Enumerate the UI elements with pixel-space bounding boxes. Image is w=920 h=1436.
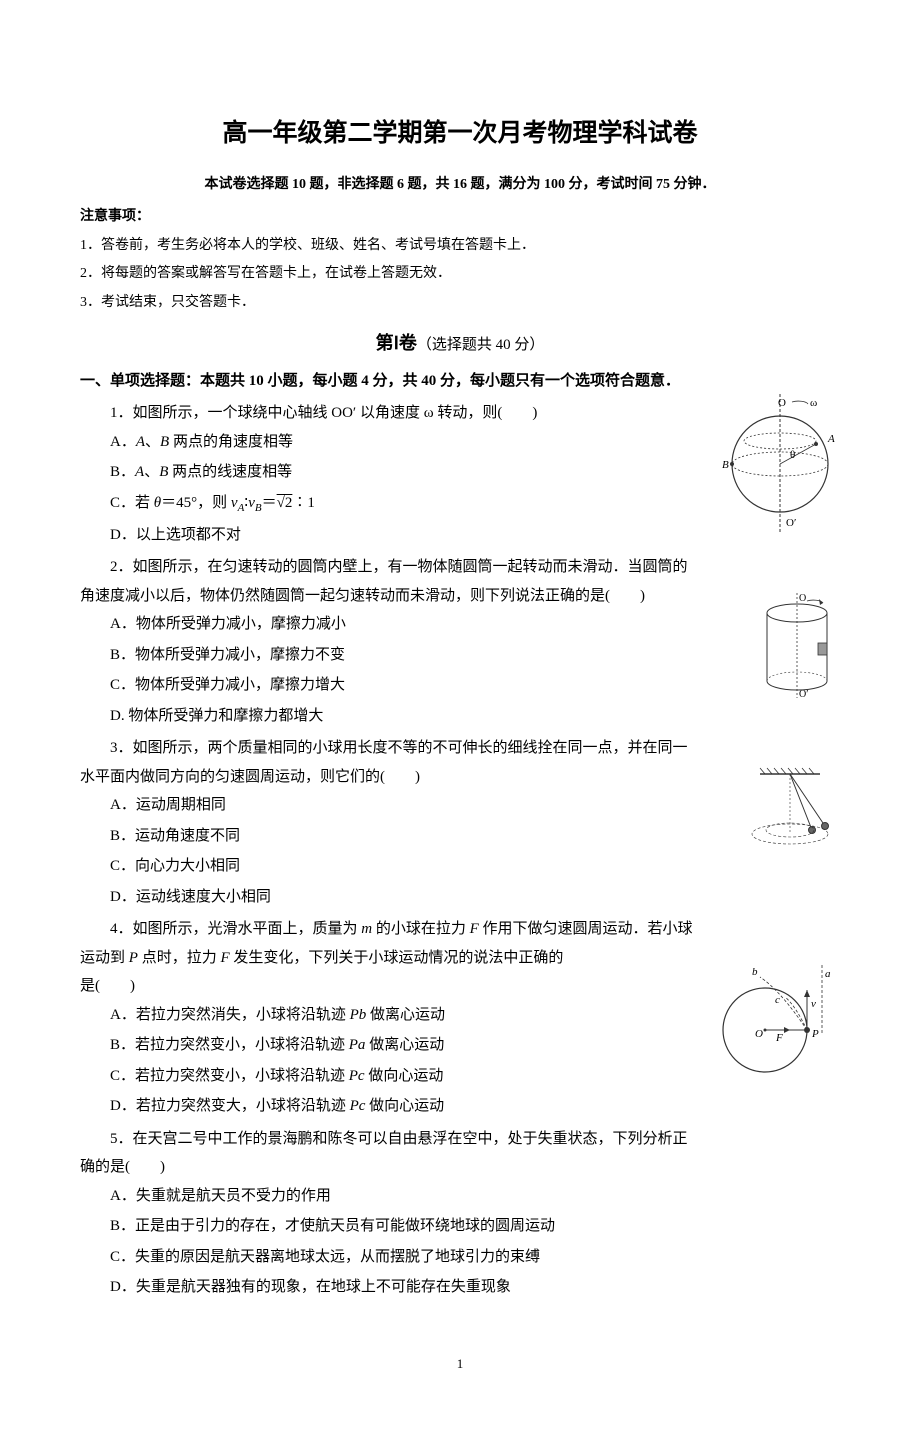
option-a: A．运动周期相同 bbox=[80, 791, 840, 820]
sphere-diagram-icon: O A B θ O′ ω bbox=[720, 394, 840, 534]
label-O2: O′ bbox=[786, 517, 796, 529]
option-d: D．失重是航天器独有的现象，在地球上不可能存在失重现象 bbox=[80, 1273, 840, 1302]
label-a: a bbox=[825, 968, 831, 980]
exam-subtitle: 本试卷选择题 10 题，非选择题 6 题，共 16 题，满分为 100 分，考试… bbox=[80, 172, 840, 199]
question-4: O F P a b c v 4．如图所示，光滑水平面上，质量为 m 的小球在拉力… bbox=[80, 915, 840, 1121]
question-type-header: 一、单项选择题：本题共 10 小题，每小题 4 分，共 40 分，每小题只有一个… bbox=[80, 367, 840, 396]
section-header: 第Ⅰ卷（选择题共 40 分） bbox=[80, 326, 840, 360]
notice-header: 注意事项： bbox=[80, 204, 840, 231]
question-1: O A B θ O′ ω 1．如图所示，一个球绕中心轴线 OO′ 以角速度 ω … bbox=[80, 399, 840, 549]
option-d: D. 物体所受弹力和摩擦力都增大 bbox=[80, 702, 840, 731]
label-v: v bbox=[811, 998, 816, 1010]
question-stem: 2．如图所示，在匀速转动的圆筒内壁上，有一物体随圆筒一起转动而未滑动．当圆筒的 bbox=[80, 553, 840, 582]
question-stem-cont: 水平面内做同方向的匀速圆周运动，则它们的( ) bbox=[80, 763, 840, 792]
section-title: 第Ⅰ卷 bbox=[376, 333, 417, 353]
option-c: C．向心力大小相同 bbox=[80, 852, 840, 881]
notice-item: 1．答卷前，考生务必将本人的学校、班级、姓名、考试号填在答题卡上． bbox=[80, 233, 840, 260]
option-d: D．若拉力突然变大，小球将沿轨迹 Pc 做向心运动 bbox=[80, 1092, 840, 1121]
question-3: 3．如图所示，两个质量相同的小球用长度不等的不可伸长的细线拴在同一点，并在同一 … bbox=[80, 734, 840, 911]
label-O2: O′ bbox=[799, 689, 808, 698]
label-A: A bbox=[827, 433, 835, 445]
circle-motion-diagram-icon: O F P a b c v bbox=[710, 955, 840, 1085]
option-a: A．失重就是航天员不受力的作用 bbox=[80, 1182, 840, 1211]
question-stem: 4．如图所示，光滑水平面上，质量为 m 的小球在拉力 F 作用下做匀速圆周运动．… bbox=[80, 915, 840, 944]
label-b: b bbox=[752, 966, 758, 978]
section-subtitle: （选择题共 40 分） bbox=[417, 337, 545, 353]
notice-item: 2．将每题的答案或解答写在答题卡上，在试卷上答题无效． bbox=[80, 261, 840, 288]
label-O: O bbox=[799, 593, 806, 604]
label-O: O bbox=[778, 397, 786, 409]
question-5: 5．在天宫二号中工作的景海鹏和陈冬可以自由悬浮在空中，处于失重状态，下列分析正 … bbox=[80, 1125, 840, 1302]
label-B: B bbox=[722, 459, 729, 471]
notice-item: 3．考试结束，只交答题卡． bbox=[80, 290, 840, 317]
option-a: A．物体所受弹力减小，摩擦力减小 bbox=[80, 610, 840, 639]
question-2: O O′ 2．如图所示，在匀速转动的圆筒内壁上，有一物体随圆筒一起转动而未滑动．… bbox=[80, 553, 840, 730]
label-F: F bbox=[775, 1032, 783, 1044]
label-omega: ω bbox=[810, 397, 817, 409]
option-d: D．运动线速度大小相同 bbox=[80, 883, 840, 912]
page-number: 1 bbox=[80, 1352, 840, 1377]
option-b: B．运动角速度不同 bbox=[80, 822, 840, 851]
cylinder-diagram-icon: O O′ bbox=[755, 593, 840, 698]
label-P: P bbox=[811, 1028, 819, 1040]
label-c: c bbox=[775, 994, 780, 1006]
label-theta: θ bbox=[790, 449, 795, 461]
question-stem-cont: 确的是( ) bbox=[80, 1153, 840, 1182]
question-stem-cont: 角速度减小以后，物体仍然随圆筒一起匀速转动而未滑动，则下列说法正确的是( ) bbox=[80, 582, 840, 611]
option-b: B．正是由于引力的存在，才使航天员有可能做环绕地球的圆周运动 bbox=[80, 1212, 840, 1241]
pendulum-diagram-icon bbox=[730, 764, 840, 854]
label-O: O bbox=[755, 1028, 763, 1040]
question-stem: 3．如图所示，两个质量相同的小球用长度不等的不可伸长的细线拴在同一点，并在同一 bbox=[80, 734, 840, 763]
option-b: B．物体所受弹力减小，摩擦力不变 bbox=[80, 641, 840, 670]
question-stem: 5．在天宫二号中工作的景海鹏和陈冬可以自由悬浮在空中，处于失重状态，下列分析正 bbox=[80, 1125, 840, 1154]
option-c: C．失重的原因是航天器离地球太远，从而摆脱了地球引力的束缚 bbox=[80, 1243, 840, 1272]
exam-title: 高一年级第二学期第一次月考物理学科试卷 bbox=[80, 110, 840, 158]
option-c: C．物体所受弹力减小，摩擦力增大 bbox=[80, 671, 840, 700]
